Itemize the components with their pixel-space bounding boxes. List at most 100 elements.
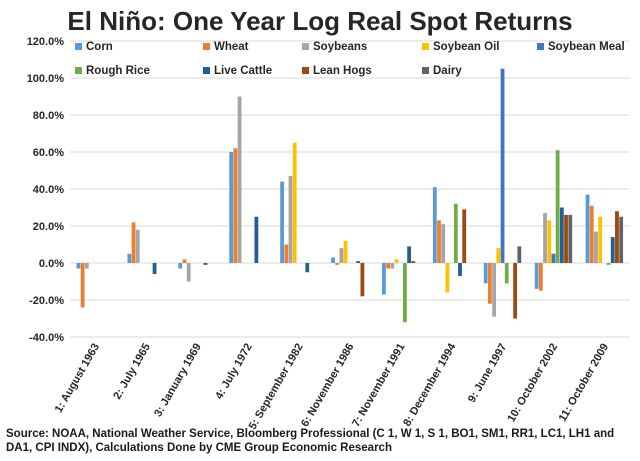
legend: Corn Wheat Soybeans Soybean Oil Soybean Meal… <box>75 41 625 77</box>
bar-dairy <box>619 216 624 263</box>
bar-soybeans <box>135 229 140 263</box>
bar-rough-rice <box>453 203 458 263</box>
bar-corn <box>127 253 132 263</box>
bar-corn <box>178 263 183 269</box>
x-axis: 1: August 1963 2: July 1965 3: January 196… <box>53 341 611 432</box>
legend-label: Rough Rice <box>86 65 150 77</box>
bar-soybeans <box>84 263 89 269</box>
x-tick-label: 8: December 1994 <box>401 341 459 429</box>
bar-live-cattle <box>152 263 157 275</box>
bar-live-cattle <box>458 263 462 276</box>
bar-soybeans <box>237 96 242 263</box>
bar-corn <box>331 257 335 263</box>
bar-lean-hogs <box>564 214 568 263</box>
legend-swatch <box>422 43 429 50</box>
legend-swatch <box>302 67 309 74</box>
bar-corn <box>382 263 386 295</box>
legend-label: Lean Hogs <box>313 65 372 77</box>
bar-soybean-oil <box>394 259 399 263</box>
bar-soybean-oil <box>292 142 297 263</box>
legend-label: Live Cattle <box>214 65 272 77</box>
bar-soybean-meal <box>500 68 505 263</box>
bar-soybeans <box>288 176 293 263</box>
chart-title: El Niño: One Year Log Real Spot Returns <box>67 6 573 36</box>
bar-wheat <box>284 244 289 263</box>
bar-soybeans <box>594 231 598 263</box>
bar-corn <box>585 194 590 263</box>
bar-corn <box>229 152 234 263</box>
bar-rough-rice <box>504 263 509 284</box>
source-note: Source: NOAA, National Weather Service, … <box>6 428 615 454</box>
legend-label: Soybean Meal <box>548 41 625 53</box>
bar-rough-rice <box>403 263 407 323</box>
legend-swatch <box>537 43 544 50</box>
x-tick-label: 11: October 2009 <box>557 342 611 424</box>
bar-rough-rice <box>606 263 611 265</box>
legend-label: Corn <box>86 41 113 53</box>
bar-lean-hogs <box>615 211 619 263</box>
bar-wheat <box>437 220 441 263</box>
y-tick-label: 100.0% <box>27 73 65 85</box>
bar-wheat <box>335 263 340 265</box>
x-tick-label: 6: November 1986 <box>299 342 356 430</box>
legend-swatch <box>203 43 210 50</box>
bar-rough-rice <box>555 150 560 263</box>
bar-soybean-oil <box>598 216 603 263</box>
bar-wheat <box>131 222 136 263</box>
bar-live-cattle <box>356 261 361 263</box>
x-tick-label: 5: September 1982 <box>247 342 306 432</box>
bar-corn <box>483 263 488 284</box>
bar-lean-hogs <box>360 263 365 297</box>
x-tick-label: 7: November 1991 <box>350 342 407 430</box>
x-tick-label: 1: August 1963 <box>53 342 102 415</box>
bar-wheat <box>182 259 187 263</box>
bar-soybean-oil <box>547 220 552 263</box>
x-tick-label: 4: July 1972 <box>213 342 255 402</box>
bar-corn <box>280 181 284 263</box>
bar-soybeans <box>492 263 497 317</box>
x-tick-label: 3: January 1969 <box>152 342 204 420</box>
bar-soybean-oil <box>445 263 450 293</box>
bar-soybeans <box>186 263 191 282</box>
bar-corn <box>432 187 437 263</box>
legend-label: Dairy <box>433 65 462 77</box>
y-tick-label: 40.0% <box>33 184 64 196</box>
bar-lean-hogs <box>513 263 518 319</box>
bar-dairy <box>517 246 522 263</box>
legend-label: Soybean Oil <box>433 41 499 53</box>
bar-wheat <box>233 148 238 263</box>
bar-soybean-meal <box>551 253 556 263</box>
x-tick-label: 9: June 1997 <box>466 342 509 405</box>
y-tick-label: 80.0% <box>33 110 64 122</box>
legend-swatch <box>422 67 429 74</box>
bar-wheat <box>80 263 85 308</box>
y-tick-label: 20.0% <box>33 221 64 233</box>
legend-swatch <box>75 43 82 50</box>
bars <box>76 68 624 323</box>
bar-wheat <box>386 263 391 269</box>
bar-live-cattle <box>254 216 259 263</box>
bar-live-cattle <box>610 237 615 263</box>
bar-live-cattle <box>203 263 208 265</box>
bar-soybeans <box>543 213 547 263</box>
y-tick-label: -40.0% <box>29 332 64 344</box>
legend-swatch <box>75 67 82 74</box>
y-tick-label: 0.0% <box>39 258 64 270</box>
bar-soybeans <box>441 224 446 263</box>
x-tick-label: 2: July 1965 <box>111 342 153 402</box>
x-tick-label: 10: October 2002 <box>506 342 561 425</box>
bar-corn <box>76 263 81 269</box>
bar-live-cattle <box>407 246 412 263</box>
legend-label: Wheat <box>214 41 249 53</box>
bar-soybeans <box>339 248 344 263</box>
bar-wheat <box>589 205 594 263</box>
bar-soybean-oil <box>496 248 501 263</box>
y-tick-label: 120.0% <box>27 36 65 48</box>
legend-swatch <box>302 43 309 50</box>
bar-dairy <box>568 214 573 263</box>
legend-swatch <box>203 67 210 74</box>
bar-wheat <box>488 263 492 304</box>
gridlines <box>70 40 630 338</box>
y-axis: -40.0% -20.0% 0.0% 20.0% 40.0% 60.0% 80.0% 100.… <box>27 36 65 344</box>
